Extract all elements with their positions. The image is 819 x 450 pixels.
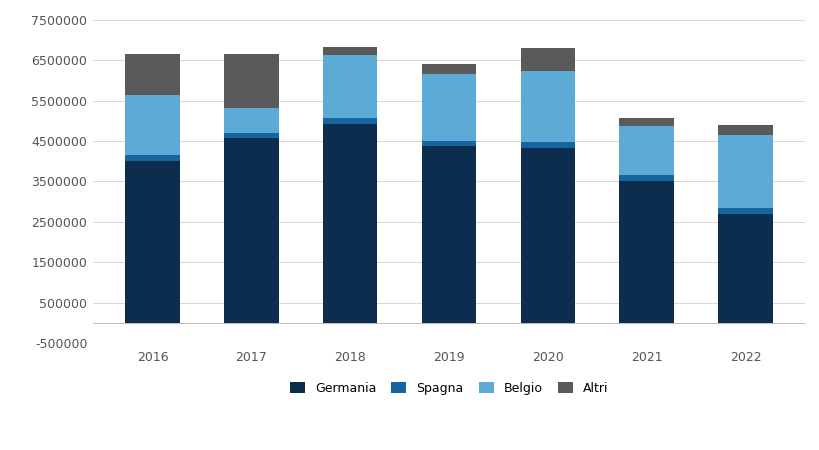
Bar [323,47,377,55]
Bar [717,125,771,135]
Bar [618,175,673,180]
Bar [323,117,377,124]
Bar [618,180,673,323]
Bar [323,55,377,117]
Bar [125,94,179,155]
Bar [421,141,476,146]
Bar [125,155,179,161]
Bar [224,133,278,138]
Bar [224,108,278,133]
Bar [618,126,673,175]
Legend: Germania, Spagna, Belgio, Altri: Germania, Spagna, Belgio, Altri [290,382,608,395]
Bar [421,74,476,141]
Bar [717,207,771,214]
Bar [323,124,377,323]
Bar [224,54,278,108]
Bar [224,138,278,323]
Bar [618,118,673,126]
Bar [125,161,179,323]
Bar [421,146,476,323]
Bar [421,64,476,74]
Bar [520,48,574,71]
Bar [717,135,771,207]
Bar [520,142,574,148]
Bar [520,71,574,142]
Bar [520,148,574,323]
Bar [717,214,771,323]
Bar [125,54,179,94]
